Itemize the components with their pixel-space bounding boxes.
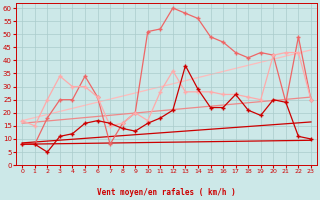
- X-axis label: Vent moyen/en rafales ( km/h ): Vent moyen/en rafales ( km/h ): [97, 188, 236, 197]
